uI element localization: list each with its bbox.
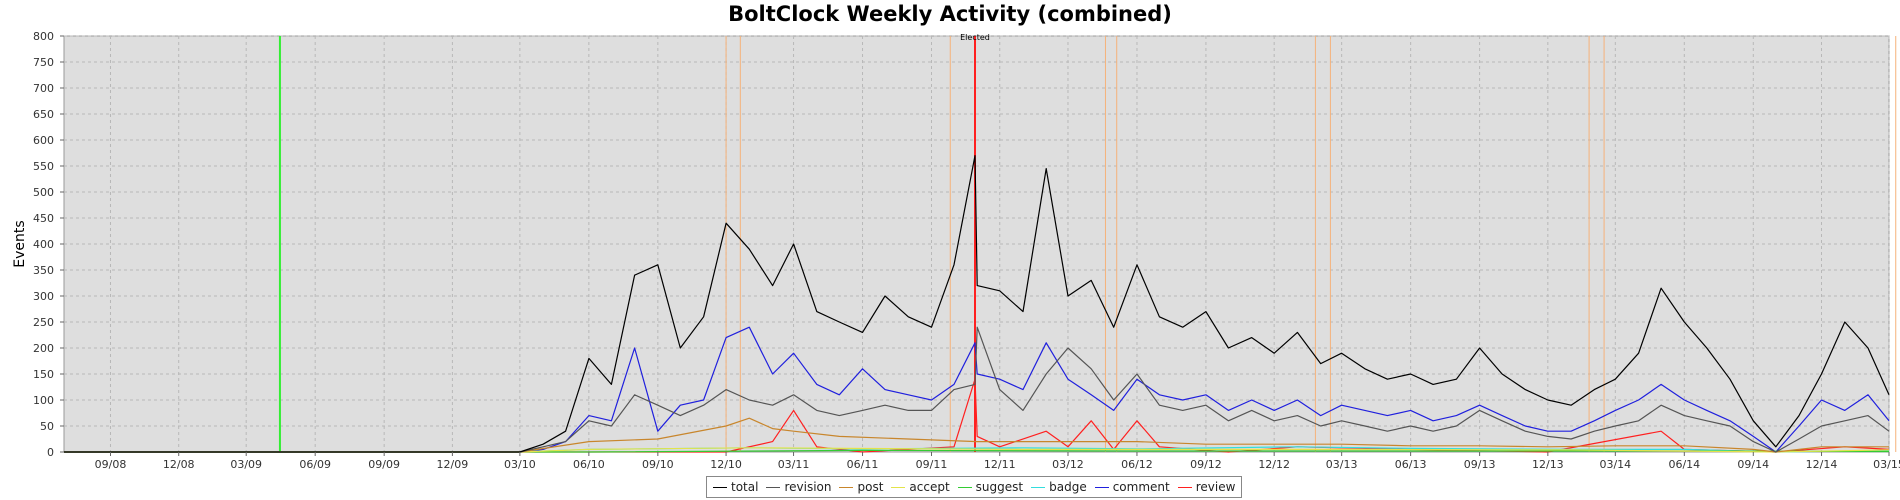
series-line-comment xyxy=(64,326,1890,453)
y-tick-label: 550 xyxy=(33,160,54,173)
y-tick-label: 150 xyxy=(33,368,54,381)
y-axis-label: Events xyxy=(12,220,28,267)
x-tick-label: 06/12 xyxy=(1121,458,1153,471)
legend-swatch xyxy=(1094,486,1109,488)
legend-swatch xyxy=(957,486,972,488)
legend-label: badge xyxy=(1049,480,1087,494)
legend-label: review xyxy=(1195,480,1236,494)
x-tick-label: 09/08 xyxy=(95,458,127,471)
annotations: Elected xyxy=(960,33,990,42)
annotation-label: Elected xyxy=(960,33,990,42)
y-tick-label: 800 xyxy=(33,30,54,43)
legend-label: accept xyxy=(909,480,950,494)
legend-item-review: review xyxy=(1177,480,1236,494)
x-tick-label: 03/13 xyxy=(1326,458,1358,471)
series-line-total xyxy=(64,155,1890,453)
y-tick-label: 50 xyxy=(40,420,54,433)
y-tick-label: 100 xyxy=(33,394,54,407)
x-tick-label: 12/09 xyxy=(437,458,469,471)
chart-title: BoltClock Weekly Activity (combined) xyxy=(728,2,1172,26)
legend-label: total xyxy=(731,480,759,494)
legend-item-post: post xyxy=(839,480,883,494)
x-axis: 09/08 12/08 03/09 06/09 09/09 12/09 03/10 06/10… xyxy=(95,452,1900,471)
x-tick-label: 12/13 xyxy=(1532,458,1564,471)
x-tick-label: 09/11 xyxy=(916,458,948,471)
x-tick-label: 06/10 xyxy=(573,458,605,471)
x-tick-label: 09/13 xyxy=(1464,458,1496,471)
legend-label: suggest xyxy=(975,480,1024,494)
y-tick-label: 500 xyxy=(33,186,54,199)
x-tick-label: 12/11 xyxy=(984,458,1016,471)
series-line-accept xyxy=(64,447,1890,453)
x-tick-label: 03/14 xyxy=(1599,458,1631,471)
legend-item-badge: badge xyxy=(1031,480,1087,494)
legend-swatch xyxy=(839,486,854,488)
legend-item-accept: accept xyxy=(891,480,950,494)
legend-item-suggest: suggest xyxy=(957,480,1024,494)
y-tick-label: 450 xyxy=(33,212,54,225)
x-tick-label: 03/10 xyxy=(504,458,536,471)
y-tick-label: 600 xyxy=(33,134,54,147)
marker-lines xyxy=(278,36,1897,452)
y-tick-label: 0 xyxy=(47,446,54,459)
x-tick-label: 03/09 xyxy=(230,458,262,471)
x-tick-label: 03/12 xyxy=(1052,458,1084,471)
y-tick-label: 300 xyxy=(33,290,54,303)
legend-label: post xyxy=(857,480,884,494)
y-tick-label: 700 xyxy=(33,82,54,95)
legend-label: comment xyxy=(1112,480,1170,494)
y-tick-label: 650 xyxy=(33,108,54,121)
legend-item-total: total xyxy=(713,480,758,494)
series-line-revision xyxy=(64,326,1890,453)
series-line-review xyxy=(64,378,1890,453)
y-tick-label: 350 xyxy=(33,264,54,277)
legend-swatch xyxy=(1177,486,1192,488)
x-tick-label: 06/11 xyxy=(847,458,879,471)
x-tick-label: 09/14 xyxy=(1737,458,1769,471)
y-tick-label: 750 xyxy=(33,56,54,69)
x-tick-label: 12/14 xyxy=(1806,458,1838,471)
legend-swatch xyxy=(766,486,781,488)
x-tick-label: 03/11 xyxy=(778,458,810,471)
y-tick-label: 200 xyxy=(33,342,54,355)
legend-item-revision: revision xyxy=(766,480,831,494)
x-tick-label: 09/12 xyxy=(1190,458,1222,471)
legend-label: revision xyxy=(784,480,832,494)
x-tick-label: 12/10 xyxy=(710,458,742,471)
legend-swatch xyxy=(891,486,906,488)
x-tick-label: 09/09 xyxy=(368,458,400,471)
x-tick-label: 12/08 xyxy=(163,458,195,471)
x-tick-label: 06/14 xyxy=(1668,458,1700,471)
y-tick-label: 400 xyxy=(33,238,54,251)
legend-swatch xyxy=(713,486,727,488)
x-tick-label: 09/10 xyxy=(642,458,674,471)
line-chart: 0 50 100 150 200 250 300 350 400 450 500 550 600 650 7… xyxy=(12,30,1900,471)
x-tick-label: 06/09 xyxy=(299,458,331,471)
x-tick-label: 12/12 xyxy=(1258,458,1290,471)
series-line-post xyxy=(64,417,1889,453)
x-tick-label: 06/13 xyxy=(1395,458,1427,471)
legend: total revision post accept suggest badge comme… xyxy=(706,476,1243,498)
y-tick-label: 250 xyxy=(33,316,54,329)
series-lines xyxy=(64,155,1890,453)
x-tick-label: 03/15 xyxy=(1873,458,1900,471)
legend-swatch xyxy=(1031,486,1046,488)
legend-item-comment: comment xyxy=(1094,480,1170,494)
y-axis: 0 50 100 150 200 250 300 350 400 450 500 550 600 650 7… xyxy=(33,30,64,459)
